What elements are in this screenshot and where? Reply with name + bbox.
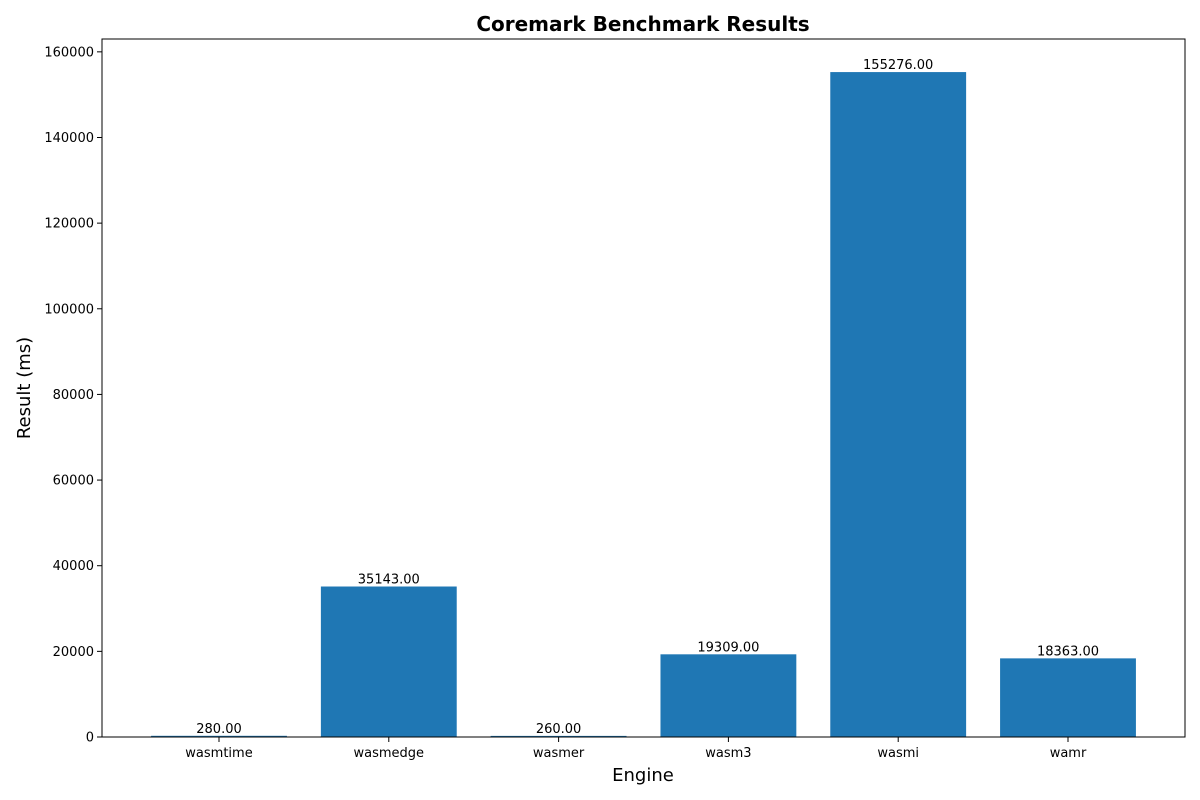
y-tick-label: 40000 [53, 559, 94, 574]
y-tick-label: 60000 [53, 474, 94, 489]
y-tick-label: 120000 [44, 217, 94, 232]
y-tick-label: 20000 [53, 645, 94, 660]
y-tick-label: 100000 [44, 302, 94, 317]
x-axis-ticks: wasmtime wasmedge wasmer wasm3 wasmi wamr [185, 737, 1087, 761]
chart-title: Coremark Benchmark Results [476, 12, 809, 36]
x-axis-label: Engine [612, 765, 674, 786]
y-tick-label: 80000 [53, 388, 94, 403]
bar-wamr [1000, 658, 1136, 737]
bar-wasmi [830, 72, 967, 737]
data-label-wasmtime: 280.00 [196, 722, 242, 737]
data-label-wasm3: 19309.00 [697, 640, 759, 655]
bar-wasm3 [660, 654, 797, 737]
data-label-wamr: 18363.00 [1037, 644, 1099, 659]
bar-wasmtime [151, 735, 287, 737]
data-label-wasmer: 260.00 [536, 722, 582, 737]
y-tick-label: 160000 [44, 45, 94, 60]
x-tick-label-wasm3: wasm3 [705, 746, 751, 761]
y-tick-label: 140000 [44, 131, 94, 146]
data-label-wasmi: 155276.00 [863, 58, 933, 73]
data-label-wasmedge: 35143.00 [358, 573, 420, 588]
bar-wasmer [490, 735, 627, 737]
bar-wasmedge [320, 586, 457, 737]
x-tick-label-wasmtime: wasmtime [185, 746, 252, 761]
x-tick-label-wamr: wamr [1050, 746, 1087, 761]
x-tick-label-wasmi: wasmi [877, 746, 919, 761]
x-tick-label-wasmedge: wasmedge [354, 746, 425, 761]
data-labels-group: 280.00 35143.00 260.00 19309.00 155276.00 183… [196, 58, 1099, 737]
y-tick-label: 0 [86, 731, 94, 746]
y-axis-ticks: 0 20000 40000 60000 80000 100000 120000 140000 1… [44, 45, 102, 746]
bars-group [151, 72, 1136, 737]
y-axis-label: Result (ms) [14, 337, 35, 439]
x-tick-label-wasmer: wasmer [533, 746, 585, 761]
plot-frame [101, 38, 1186, 738]
